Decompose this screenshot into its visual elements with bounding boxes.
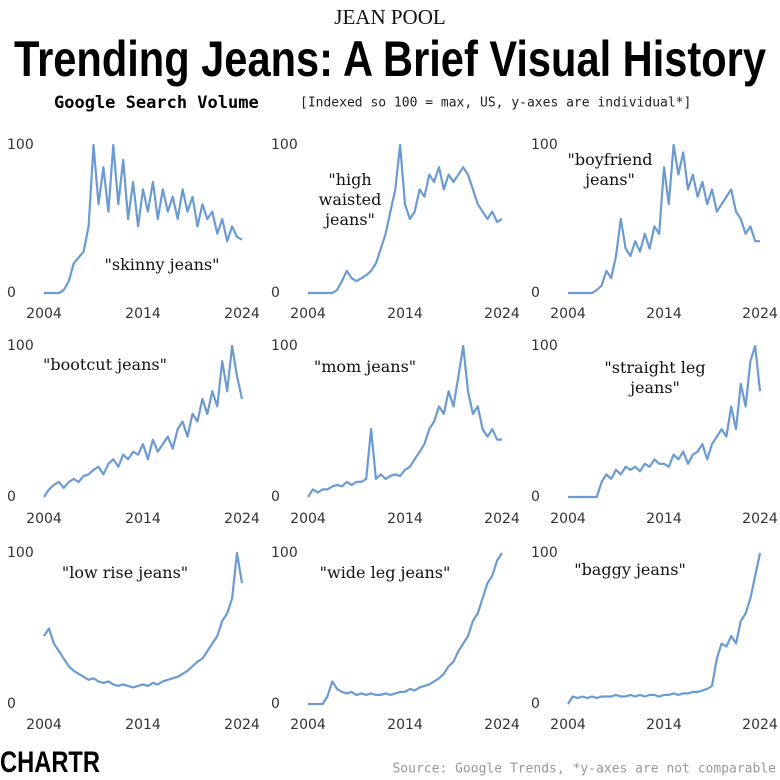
series-line	[308, 552, 503, 706]
y-tick-label: 0	[7, 696, 16, 712]
subtitle: [Indexed so 100 = max, US, y-axes are in…	[300, 96, 691, 111]
chart-label: "mom jeans"	[313, 357, 417, 376]
series-line	[44, 143, 243, 295]
chart-label: "high waisted jeans"	[318, 170, 382, 229]
x-tick-label: 2004	[26, 306, 62, 322]
series-line	[307, 344, 502, 498]
x-tick-label: 2024	[224, 717, 260, 733]
series-line	[43, 551, 244, 689]
chart-label: "skinny jeans"	[104, 255, 220, 274]
x-tick-label: 2004	[550, 511, 586, 527]
x-tick-label: 2014	[646, 511, 682, 527]
subtitle-bold: Google Search Volume	[54, 93, 259, 113]
x-tick-label: 2004	[26, 511, 62, 527]
x-tick-label: 2004	[550, 717, 586, 733]
series-line	[567, 552, 762, 705]
x-tick-label: 2004	[26, 717, 62, 733]
x-tick-label: 2024	[224, 306, 260, 322]
y-tick-label: 0	[531, 285, 540, 301]
x-tick-label: 2024	[484, 306, 520, 322]
y-tick-label: 0	[531, 489, 540, 505]
kicker: JEAN POOL	[334, 5, 445, 29]
y-tick-label: 0	[7, 489, 16, 505]
x-tick-label: 2024	[484, 717, 520, 733]
x-tick-label: 2014	[387, 306, 423, 322]
chart-label: "baggy jeans"	[574, 560, 686, 579]
x-tick-label: 2004	[290, 306, 326, 322]
chart-label: "low rise jeans"	[61, 563, 189, 582]
series-line	[568, 344, 762, 499]
y-tick-label: 0	[271, 285, 280, 301]
chart-label: "wide leg jeans"	[319, 563, 451, 582]
x-tick-label: 2014	[646, 306, 682, 322]
x-tick-label: 2004	[290, 717, 326, 733]
x-tick-label: 2014	[125, 306, 161, 322]
x-tick-label: 2024	[484, 511, 520, 527]
chart-label: "bootcut jeans"	[43, 355, 167, 374]
y-tick-label: 0	[7, 285, 16, 301]
x-tick-label: 2014	[125, 717, 161, 733]
title: Trending Jeans: A Brief Visual History	[14, 31, 766, 87]
y-tick-label: 100	[7, 137, 34, 153]
chart-label: "boyfriend jeans"	[567, 150, 653, 189]
y-tick-label: 0	[271, 696, 280, 712]
y-tick-label: 0	[271, 489, 280, 505]
y-tick-label: 100	[531, 338, 558, 354]
y-tick-label: 100	[7, 338, 34, 354]
series-line	[308, 143, 503, 295]
y-tick-label: 100	[531, 137, 558, 153]
logo: CHARTR	[0, 746, 100, 779]
x-tick-label: 2024	[224, 511, 260, 527]
x-tick-label: 2014	[646, 717, 682, 733]
x-tick-label: 2014	[125, 511, 161, 527]
y-tick-label: 100	[7, 545, 34, 561]
y-tick-label: 100	[271, 545, 298, 561]
x-tick-label: 2024	[742, 717, 778, 733]
x-tick-label: 2024	[742, 306, 778, 322]
chart-label: "straight leg jeans"	[604, 358, 706, 397]
x-tick-label: 2014	[387, 511, 423, 527]
y-tick-label: 0	[531, 696, 540, 712]
x-tick-label: 2014	[387, 717, 423, 733]
x-tick-label: 2004	[550, 306, 586, 322]
y-tick-label: 100	[531, 545, 558, 561]
y-tick-label: 100	[271, 338, 298, 354]
x-tick-label: 2024	[742, 511, 778, 527]
series-line	[568, 143, 760, 295]
series-line	[43, 344, 244, 498]
y-tick-label: 100	[271, 137, 298, 153]
x-tick-label: 2004	[290, 511, 326, 527]
source: Source: Google Trends, *y-axes are not c…	[392, 762, 776, 777]
